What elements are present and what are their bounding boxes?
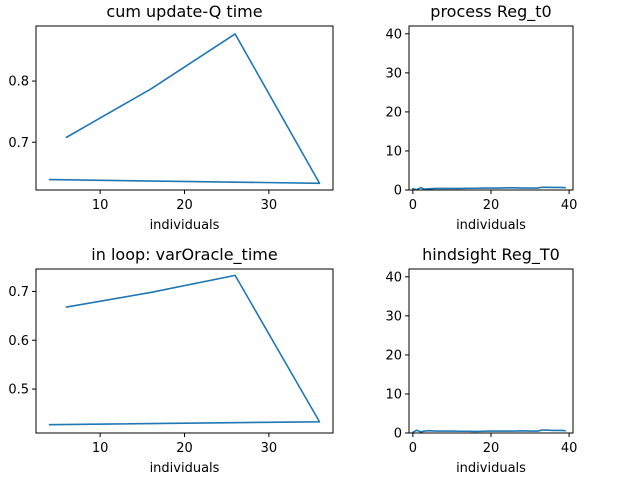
chart-3-ytick-label: 0.5 xyxy=(8,383,29,398)
chart-2-xtick-label: 40 xyxy=(561,198,578,213)
chart-2-frame xyxy=(408,25,574,191)
chart-3-ytick-label: 0.6 xyxy=(8,334,29,349)
chart-2-ytick-label: 10 xyxy=(385,144,402,159)
chart-1-xtick-label: 30 xyxy=(261,198,278,213)
chart-4-axes: 0 20 40 0 10 20 30 40 hindsight Reg_T0 individual… xyxy=(385,245,577,476)
chart-4-xtick-label: 0 xyxy=(409,441,417,456)
chart-2-title: process Reg_t0 xyxy=(430,2,551,22)
chart-3-xlabel: individuals xyxy=(150,461,220,476)
chart-4-ytick-label: 0 xyxy=(394,427,402,442)
chart-2-xtick-label: 20 xyxy=(483,198,500,213)
chart-2-ytick-label: 0 xyxy=(394,184,402,199)
chart-3-xtick-label: 10 xyxy=(92,441,109,456)
chart-4-ytick-label: 20 xyxy=(385,348,402,363)
chart-4-ytick-label: 10 xyxy=(385,387,402,402)
chart-3-axes: 10 20 30 0.5 0.6 0.7 in loop: varOracle_timein… xyxy=(8,245,334,476)
chart-1-ytick-label: 0.7 xyxy=(8,136,29,151)
chart-4-ytick-label: 40 xyxy=(385,270,402,285)
chart-3-ytick-label: 0.7 xyxy=(8,285,29,300)
chart-3-frame xyxy=(35,268,334,434)
chart-3-xtick-label: 20 xyxy=(176,441,193,456)
chart-1-axes: 10 20 30 0.7 0.8 cum update-Q time individuals xyxy=(8,2,334,233)
chart-2-xtick-label: 0 xyxy=(409,198,417,213)
chart-1-xtick-label: 20 xyxy=(176,198,193,213)
chart-4-xtick-label: 20 xyxy=(483,441,500,456)
chart-3-series-line xyxy=(48,274,321,426)
chart-1-frame xyxy=(35,25,334,191)
chart-1-ytick-label: 0.8 xyxy=(8,75,29,90)
chart-1-xlabel: individuals xyxy=(150,218,220,233)
chart-4-frame xyxy=(408,268,574,434)
chart-2-axes: 0 20 40 0 10 20 30 40 process Reg_t0 individuals xyxy=(385,2,577,233)
chart-2-series-line xyxy=(412,186,566,191)
chart-1-xtick-label: 10 xyxy=(92,198,109,213)
chart-4-xtick-label: 40 xyxy=(561,441,578,456)
chart-4-series-line xyxy=(412,429,566,434)
chart-3-title: in loop: varOracle_time xyxy=(91,245,277,265)
chart-4-xlabel: individuals xyxy=(456,461,526,476)
chart-2-ytick-label: 20 xyxy=(385,105,402,120)
chart-2-xlabel: individuals xyxy=(456,218,526,233)
chart-4-ytick-label: 30 xyxy=(385,309,402,324)
chart-3-xtick-label: 30 xyxy=(261,441,278,456)
chart-1-series-line xyxy=(48,33,321,185)
chart-4-title: hindsight Reg_T0 xyxy=(422,245,560,265)
chart-2-ytick-label: 30 xyxy=(385,66,402,81)
chart-1-title: cum update-Q time xyxy=(106,2,262,21)
chart-2-ytick-label: 40 xyxy=(385,27,402,42)
